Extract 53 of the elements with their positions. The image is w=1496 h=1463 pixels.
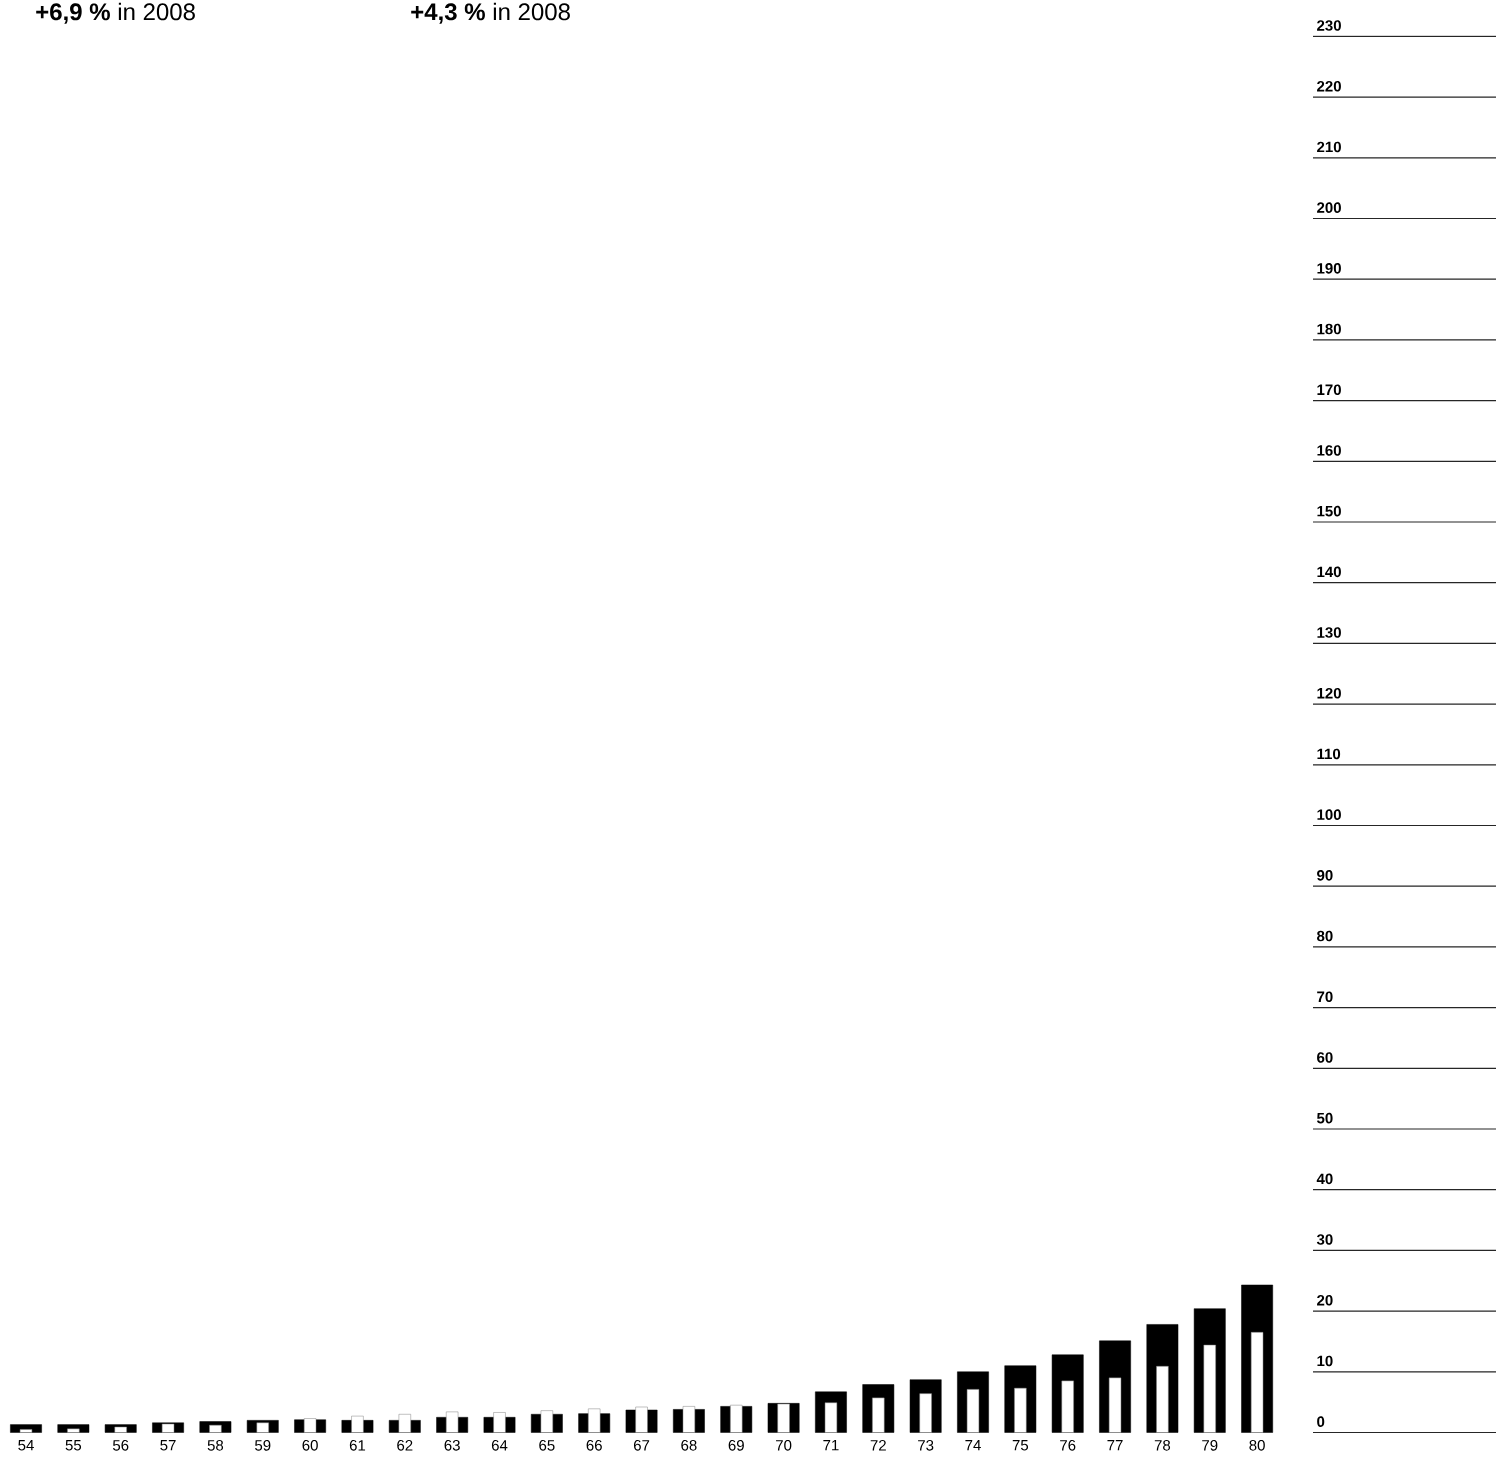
y-tick-label: 50: [1316, 1112, 1333, 1124]
x-tick-label: 80: [1249, 1440, 1265, 1451]
x-tick-label: 56: [112, 1440, 129, 1451]
y-tick-label: 110: [1317, 748, 1341, 760]
x-tick-label: 58: [207, 1440, 224, 1451]
y-tick-label: 120: [1317, 687, 1341, 699]
y-tick-label: 60: [1317, 1052, 1333, 1063]
y-tick-label: 200: [1317, 202, 1341, 213]
x-tick-label: 79: [1202, 1440, 1218, 1451]
x-tick-label: 63: [444, 1440, 460, 1451]
x-tick-label: 75: [1012, 1440, 1029, 1451]
x-tick-label: 61: [349, 1440, 366, 1451]
y-tick-label: 0: [1317, 1416, 1325, 1427]
y-tick-label: 80: [1317, 930, 1333, 942]
x-tick-label: 59: [255, 1440, 271, 1451]
y-tick-label: 150: [1317, 505, 1341, 517]
y-tick-label: 100: [1317, 809, 1341, 820]
x-tick-label: 70: [776, 1440, 792, 1451]
x-tick-label: 57: [160, 1440, 176, 1451]
x-tick-label: 74: [965, 1440, 981, 1451]
x-tick-label: 72: [870, 1440, 886, 1451]
x-tick-label: 60: [302, 1440, 318, 1451]
x-tick-label: 78: [1154, 1440, 1171, 1451]
y-tick-label: 160: [1317, 445, 1341, 456]
y-tick-label: 70: [1317, 991, 1333, 1003]
y-tick-label: 230: [1317, 20, 1341, 31]
x-tick-label: 77: [1107, 1440, 1123, 1451]
y-tick-label: 90: [1317, 870, 1333, 881]
x-tick-label: 54: [18, 1440, 34, 1451]
y-tick-label: 180: [1317, 323, 1341, 335]
y-tick-label: 140: [1317, 566, 1341, 578]
y-tick-label: 190: [1317, 263, 1341, 274]
x-tick-label: 64: [491, 1440, 508, 1451]
x-tick-label: 62: [397, 1440, 413, 1451]
x-tick-label: 68: [681, 1440, 697, 1451]
x-tick-label: 69: [728, 1440, 744, 1451]
x-tick-label: 66: [586, 1440, 602, 1451]
x-tick-label: 65: [539, 1440, 555, 1451]
text: +6,9 % in 2008: [36, 2, 195, 24]
y-tick-label: 210: [1317, 141, 1341, 153]
x-tick-label: 55: [65, 1440, 82, 1451]
x-tick-label: 71: [823, 1440, 839, 1451]
y-tick-label: 10: [1317, 1355, 1333, 1367]
y-tick-label: 40: [1316, 1173, 1333, 1185]
y-tick-label: 170: [1317, 384, 1341, 396]
x-tick-label: 76: [1060, 1440, 1076, 1451]
x-tick-label: 67: [633, 1440, 650, 1451]
y-tick-label: 220: [1317, 80, 1341, 92]
x-tick-label: 73: [918, 1440, 934, 1451]
y-tick-label: 30: [1316, 1234, 1333, 1245]
text: +4,3 % in 2008: [411, 2, 570, 24]
y-tick-label: 130: [1317, 627, 1341, 638]
y-tick-label: 20: [1317, 1294, 1333, 1306]
